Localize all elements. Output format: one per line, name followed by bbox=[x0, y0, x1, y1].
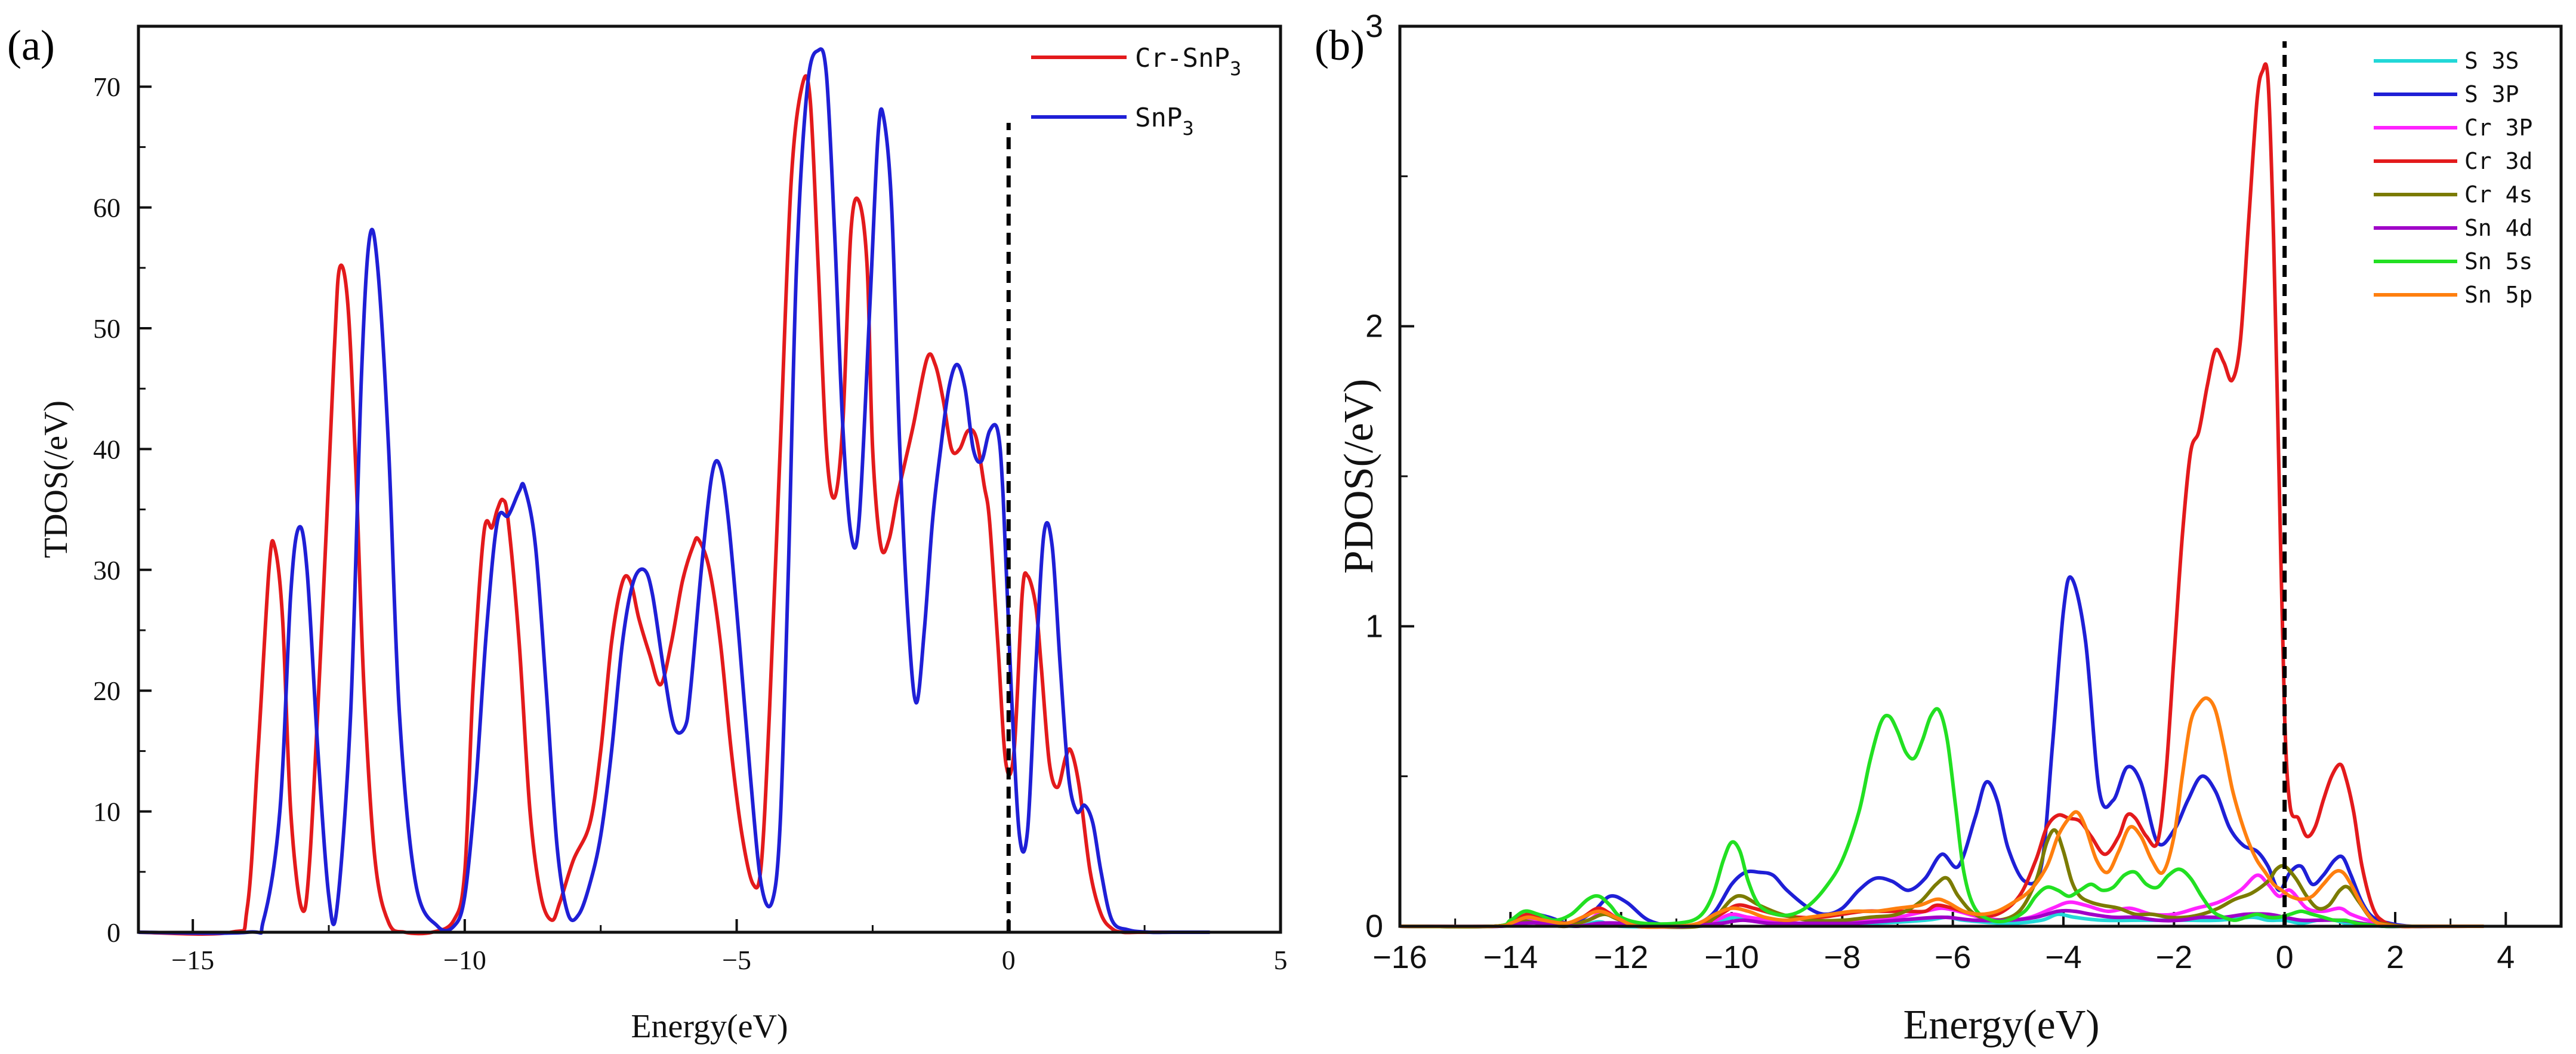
panel-a-y-tick-label: 0 bbox=[107, 917, 121, 948]
panel-b-tick-labels: −16 −14 −12 −10 −8 −6 −4 −2 0 2 4 0 1 2 3 bbox=[1365, 8, 2515, 975]
series-line-cr-3d bbox=[1399, 62, 2484, 929]
legend-label-s-3p: S 3P bbox=[2464, 81, 2519, 107]
panel-b-x-axis-title: Energy(eV) bbox=[1903, 1002, 2099, 1048]
panel-b-letter: (b) bbox=[1315, 21, 1365, 69]
panel-b-x-tick-label: −16 bbox=[1372, 939, 1427, 975]
panel-b-x-tick-label: 0 bbox=[2276, 939, 2294, 975]
panel-b-pdos: (b) −16 −14 −12 −10 −8 −6 −4 −2 0 2 4 0 1 2 3 Energy(e… bbox=[1315, 8, 2563, 1048]
panel-a-series bbox=[138, 47, 1210, 936]
panel-b-x-tick-label: −6 bbox=[1935, 939, 1972, 975]
series-line-s-3p bbox=[1399, 575, 2484, 929]
panel-b-legend: S 3S S 3P Cr 3P Cr 3d Cr 4s Sn 4d Sn 5s Sn 5p bbox=[2374, 48, 2532, 308]
panel-a-y-tick-label: 60 bbox=[93, 193, 121, 223]
legend-label-cr-3d: Cr 3d bbox=[2464, 148, 2532, 174]
panel-a-y-tick-label: 50 bbox=[93, 313, 121, 344]
panel-a-x-tick-label: −5 bbox=[722, 945, 751, 975]
legend-label-cr-4s: Cr 4s bbox=[2464, 181, 2532, 208]
panel-b-x-tick-label: −10 bbox=[1704, 939, 1759, 975]
series-line-sn-4d bbox=[1399, 908, 2484, 929]
panel-a-x-tick-label: −15 bbox=[171, 945, 214, 975]
panel-b-x-tick-label: −14 bbox=[1483, 939, 1538, 975]
panel-a-legend: Cr-SnP3 SnP3 bbox=[1031, 43, 1241, 140]
panel-b-y-axis-title: PDOS(/eV) bbox=[1336, 379, 1382, 574]
panel-a-letter: (a) bbox=[7, 21, 55, 69]
panel-a-x-tick-label: 0 bbox=[1002, 945, 1016, 975]
panel-a-plot-frame bbox=[137, 24, 1282, 934]
panel-b-series bbox=[1399, 62, 2484, 929]
series-line-cr-snp3 bbox=[138, 74, 1205, 936]
panel-b-y-tick-label: 1 bbox=[1365, 608, 1383, 644]
legend-label-s-3s: S 3S bbox=[2464, 48, 2519, 74]
panel-a-y-tick-label: 30 bbox=[93, 555, 121, 585]
panel-a-y-tick-label: 70 bbox=[93, 72, 121, 102]
panel-a-y-tick-label: 40 bbox=[93, 434, 121, 464]
legend-label-sn-5s: Sn 5s bbox=[2464, 248, 2532, 275]
panel-a-y-tick-label: 10 bbox=[93, 797, 121, 827]
legend-label-sn-4d: Sn 4d bbox=[2464, 215, 2532, 241]
panel-a-x-axis-title: Energy(eV) bbox=[631, 1008, 788, 1045]
series-line-snp3 bbox=[138, 47, 1210, 935]
series-line-sn-5s bbox=[1399, 707, 2484, 929]
legend-label-snp3: SnP3 bbox=[1135, 103, 1194, 140]
panel-b-x-tick-label: −12 bbox=[1594, 939, 1649, 975]
panel-a-x-tick-label: −10 bbox=[443, 945, 486, 975]
panel-b-plot-frame bbox=[1398, 24, 2563, 928]
panel-b-x-tick-label: −2 bbox=[2156, 939, 2193, 975]
panel-b-x-tick-label: −8 bbox=[1824, 939, 1861, 975]
legend-label-cr-snp3: Cr-SnP3 bbox=[1135, 43, 1241, 80]
panel-a-y-axis-title: TDOS(/eV) bbox=[38, 400, 75, 558]
series-line-sn-5p bbox=[1399, 696, 2484, 929]
panel-b-x-tick-label: 4 bbox=[2497, 939, 2515, 975]
panel-b-y-tick-label: 0 bbox=[1365, 908, 1383, 944]
panel-b-x-tick-label: −4 bbox=[2045, 939, 2082, 975]
panel-a-y-tick-label: 20 bbox=[93, 676, 121, 706]
panel-a-x-tick-label: 5 bbox=[1274, 945, 1288, 975]
legend-label-cr-3p: Cr 3P bbox=[2464, 115, 2532, 141]
panel-b-x-tick-label: 2 bbox=[2386, 939, 2404, 975]
legend-label-sn-5p: Sn 5p bbox=[2464, 282, 2532, 308]
panel-b-y-tick-label: 3 bbox=[1365, 8, 1383, 44]
panel-b-y-tick-label: 2 bbox=[1365, 309, 1383, 344]
